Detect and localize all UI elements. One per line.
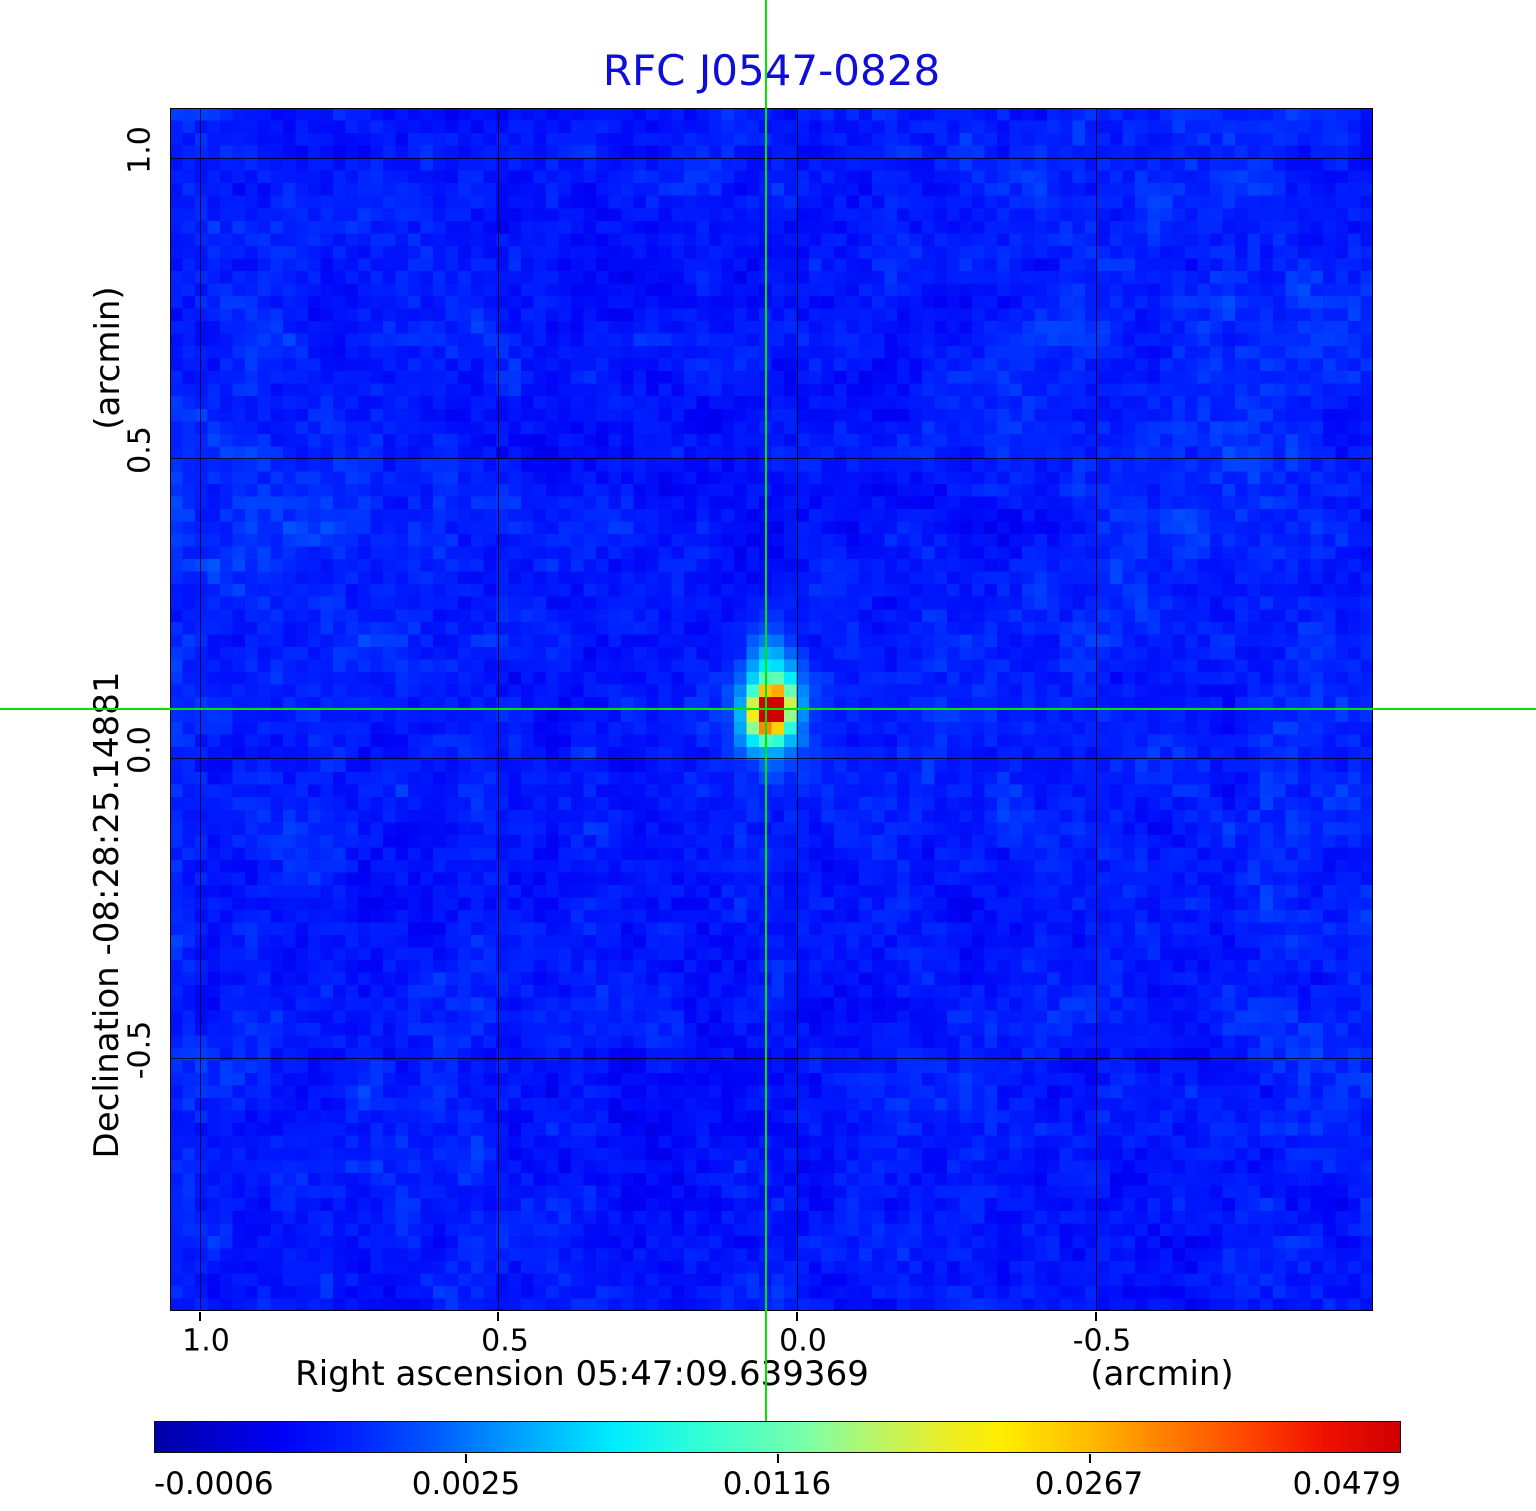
y-tick-label: 0.5 [122,426,158,474]
x-axis-unit-label: (arcmin) [1090,1354,1234,1394]
colorbar-label: -0.0006 [154,1466,274,1502]
colorbar-gradient [154,1421,1401,1453]
colorbar-label: 0.0116 [722,1466,832,1502]
crosshair-vertical-line [765,0,767,1421]
x-tick-label: 1.0 [182,1323,230,1359]
colorbar-label: 0.0025 [411,1466,521,1502]
y-axis-unit-label: (arcmin) [88,286,128,430]
colorbar-label: 0.0479 [1292,1466,1401,1502]
x-axis-tick [497,1312,499,1321]
x-tick-label: 0.0 [779,1323,827,1359]
x-axis-tick [1095,1312,1097,1321]
colorbar-tick [1089,1454,1091,1463]
y-tick-label: 0.0 [122,726,158,774]
figure-title: RFC J0547-0828 [602,46,941,95]
colorbar-tick [465,1454,467,1463]
y-tick-label: -0.5 [122,1020,158,1080]
colorbar-label: 0.0267 [1034,1466,1144,1502]
gridline-horizontal-1.0 [170,158,1373,159]
x-tick-label: -0.5 [1072,1323,1132,1359]
y-axis-title: Declination -08:28:25.14881 [87,671,127,1159]
gridline-horizontal-0.5 [170,458,1373,459]
x-tick-label: 0.5 [481,1323,529,1359]
x-axis-tick [796,1312,798,1321]
x-axis-tick [199,1312,201,1321]
gridline-horizontal-0.0 [170,758,1373,759]
crosshair-horizontal-line [0,708,1536,710]
y-tick-label: 1.0 [122,126,158,174]
x-axis-title: Right ascension 05:47:09.639369 [295,1354,869,1394]
colorbar-tick [777,1454,779,1463]
gridline-horizontal--0.5 [170,1058,1373,1059]
